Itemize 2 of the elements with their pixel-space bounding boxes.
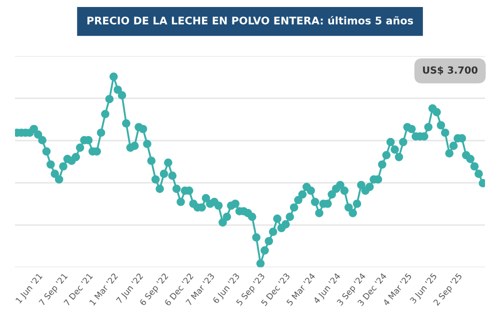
chart-title: PRECIO DE LA LECHE EN POLVO ENTERA: últimos 5 años: [87, 16, 414, 24]
text: US$ 3.700: [423, 66, 478, 75]
